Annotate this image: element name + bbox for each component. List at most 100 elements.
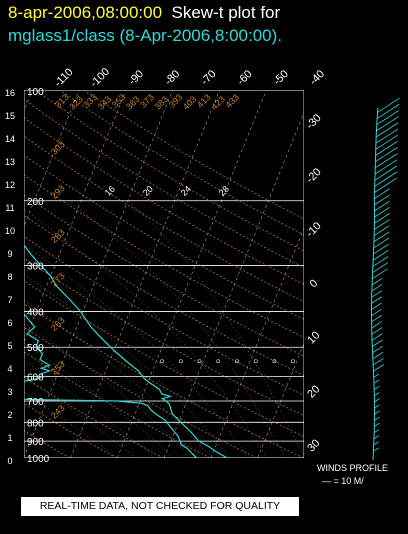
dry-adiabat-label: 433 [223,92,241,110]
height-label: 15 [5,111,15,121]
wind-barb [372,351,384,360]
mixing-ratio-label: 16 [103,184,117,198]
wind-barb [376,116,399,132]
mixing-ratio-label: 24 [179,184,193,198]
wind-barb [371,333,383,341]
wind-barb [373,237,390,249]
wind-barb [371,314,382,323]
winds-profile [371,97,400,461]
height-label: 3 [7,387,12,397]
wind-barb [371,284,383,292]
wind-barb [374,194,390,206]
temperature-top-label: -80 [163,68,183,88]
wind-barb [374,165,398,181]
temperature-trace [24,244,228,458]
wind-barb [371,321,383,329]
dry-adiabat-label: 393 [167,92,185,110]
isotherm-line [24,90,174,458]
wind-barb [373,441,380,446]
temperature-top-label: -90 [126,68,146,88]
wind-barb [374,171,398,187]
mixing-ratio-marker [160,359,165,364]
height-label: 14 [5,134,15,144]
height-label: 8 [7,272,12,282]
mixing-ratio-marker [272,359,277,364]
wind-barb [372,339,383,347]
temperature-right-label: 10 [305,329,322,346]
pressure-label: 600 [27,372,44,383]
moist-adiabat-line [24,376,137,458]
wind-barb [374,177,397,193]
quality-notice: REAL-TIME DATA, NOT CHECKED FOR QUALITY [20,496,300,517]
wind-barb [373,364,384,372]
mixing-ratio-marker [216,359,221,364]
quality-notice-text: REAL-TIME DATA, NOT CHECKED FOR QUALITY [39,500,281,512]
mixing-ratio-marker [253,359,258,364]
height-label: 6 [7,318,12,328]
wind-barb [371,296,382,304]
wind-barb [373,447,379,452]
isotherm-line [210,227,304,458]
dry-adiabat-label: 373 [138,92,156,110]
winds-profile-title: WINDS PROFILE [317,463,388,473]
dry-adiabat-label: 263 [49,315,67,333]
wind-barb [374,219,390,230]
mixing-ratio-label: 20 [141,184,155,198]
isotherm-line [116,90,267,458]
isotherm-line [24,90,127,343]
wind-barb [374,410,380,415]
height-label: 12 [5,180,15,190]
wind-barb [371,277,383,286]
wind-barb [373,225,390,236]
height-label: 0 [7,456,12,466]
wind-barb [373,243,389,255]
height-label: 4 [7,364,12,374]
wind-barb [375,128,399,144]
isotherm-line [70,90,220,458]
pressure-label: 700 [27,397,44,408]
temperature-top-label: -60 [235,68,255,88]
title-text: Skew-t plot for [171,3,281,22]
dry-adiabat-label: 303 [49,139,67,157]
wind-barb [375,153,398,169]
height-label: 9 [7,249,12,259]
wind-barb [373,379,380,384]
dry-adiabat-label: 253 [49,359,67,377]
dry-adiabat-label: 313 [53,92,71,110]
isotherm-line [257,342,304,458]
observation-date: 8-apr-2006,08:00:00 [8,3,163,22]
height-label: 10 [5,226,15,236]
chart-title: 8-apr-2006,08:00:00 Skew-t plot for [8,3,280,23]
height-label: 11 [5,203,14,213]
wind-barb [373,385,380,390]
pressure-label: 400 [27,308,44,319]
isotherm-line [304,90,408,458]
isotherm-line [24,90,80,227]
wind-barb [371,327,383,335]
mixing-ratio-label: 28 [217,184,231,198]
wind-barb [374,392,380,397]
wind-barb [374,200,391,212]
wind-barb [376,103,400,119]
wind-barb [371,302,382,310]
height-label: 13 [5,157,15,167]
wind-barb [375,134,399,150]
moist-adiabat-line [24,360,155,458]
pressure-label: 900 [27,437,44,448]
plot-frame [24,90,304,458]
wind-barb [377,97,400,113]
wind-barb [374,422,380,427]
wind-barb [373,373,380,378]
wind-barb [374,404,380,409]
height-label: 1 [7,433,12,443]
wind-barb [371,308,382,317]
temperature-top-label: -100 [88,66,112,90]
temperature-right-label: 0 [307,277,320,290]
dry-adiabat-label: 413 [195,92,213,110]
dry-adiabat-label: 353 [110,92,128,110]
temperature-right-label: -10 [304,220,324,240]
sounding-traces [24,244,228,458]
wind-barb [374,188,390,199]
dry-adiabat-line [24,351,211,458]
dry-adiabat-line [24,174,304,338]
